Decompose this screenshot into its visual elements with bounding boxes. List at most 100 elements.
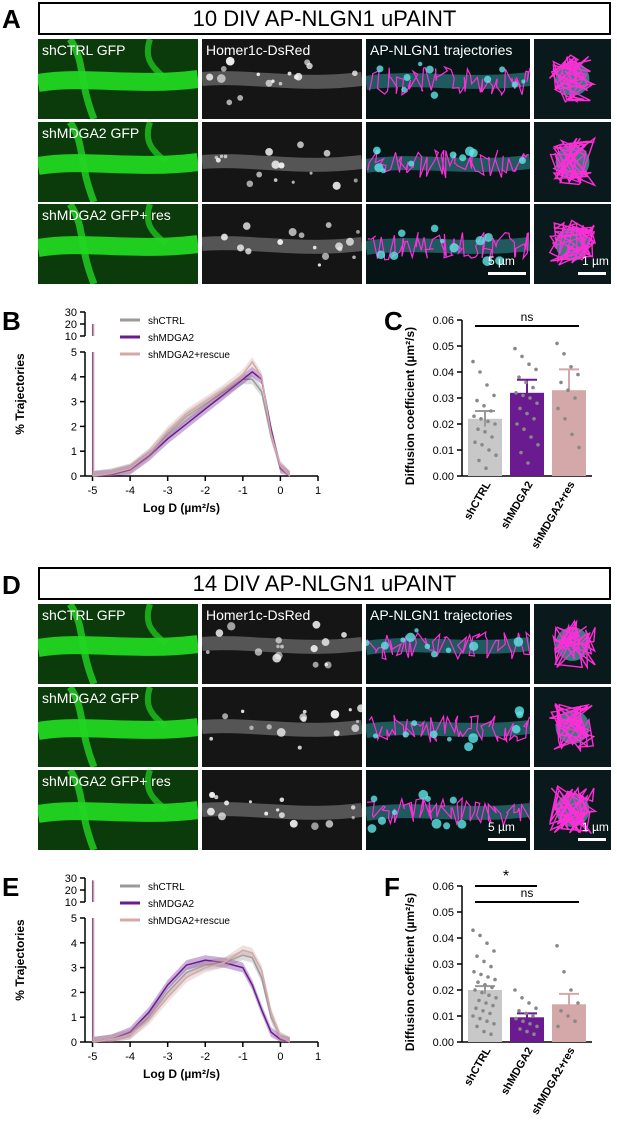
data-point <box>576 372 580 377</box>
data-point <box>517 1009 521 1013</box>
data-point <box>478 370 482 374</box>
data-point <box>521 1019 525 1023</box>
data-point <box>569 365 573 369</box>
data-point <box>570 432 574 437</box>
category-label: shMDGA2 <box>499 480 536 532</box>
green-micrograph-drawing <box>38 770 198 850</box>
data-point <box>479 972 483 977</box>
data-point <box>492 393 496 398</box>
data-point <box>528 396 532 400</box>
y-tick-label: 1 <box>71 1012 77 1024</box>
data-point <box>492 949 496 953</box>
y-tick-label: 2 <box>71 987 77 999</box>
y-tick-label: 5 <box>71 913 77 925</box>
traj-micrograph <box>366 770 530 850</box>
gray-micrograph-drawing <box>202 122 362 202</box>
gray-micrograph-drawing <box>202 604 362 684</box>
y-tick-label: 0.00 <box>433 471 454 483</box>
data-point <box>527 362 531 366</box>
green-micrograph <box>38 204 198 284</box>
x-tick-label: -2 <box>200 1051 210 1063</box>
data-point <box>477 998 481 1003</box>
data-point <box>481 1009 485 1013</box>
bar <box>468 418 502 476</box>
column-label: AP-NLGN1 trajectories <box>370 607 513 623</box>
gray-micrograph <box>202 39 362 119</box>
x-tick-label: 1 <box>315 1051 321 1063</box>
data-point <box>532 417 536 421</box>
data-point <box>525 1029 529 1034</box>
traj-micrograph-drawing <box>366 39 530 119</box>
data-point <box>480 990 484 995</box>
y-tick-label: 0.01 <box>433 1011 454 1023</box>
data-point <box>514 391 518 395</box>
data-point <box>491 1003 495 1008</box>
row-label: shMDGA2 GFP <box>42 690 140 706</box>
traj-micrograph-drawing <box>366 122 530 202</box>
zoom-micrograph <box>534 770 611 850</box>
traj-micrograph <box>366 604 530 684</box>
data-point <box>471 359 475 364</box>
data-point <box>528 1022 532 1026</box>
y-tick-label: 0.00 <box>433 1037 454 1049</box>
data-point <box>482 404 486 408</box>
y-tick-label: 0.03 <box>433 393 454 405</box>
legend-label: shMDGA2 <box>148 899 195 910</box>
data-point <box>479 417 483 421</box>
data-point <box>562 352 566 356</box>
data-point <box>559 1009 563 1013</box>
traj-micrograph <box>366 39 530 119</box>
green-micrograph <box>38 39 198 119</box>
series-line <box>92 959 291 1043</box>
data-point <box>556 406 560 411</box>
chart-c-bar: 0.00 0.01 0.02 0.03 0.04 0.05 0.06 Diffusion co… <box>403 310 592 551</box>
x-tick-label: -1 <box>238 1051 248 1063</box>
gray-micrograph <box>202 687 362 767</box>
data-point <box>487 993 491 997</box>
data-point <box>494 453 498 457</box>
y-axis-label: Diffusion coefficient (µm²/s) <box>403 893 417 1051</box>
data-point <box>488 1011 492 1016</box>
gray-micrograph-drawing <box>202 770 362 850</box>
y-tick-label: 0 <box>71 1037 77 1049</box>
data-point <box>526 461 530 465</box>
y-tick-label: 0.01 <box>433 445 454 457</box>
data-point <box>487 448 491 452</box>
data-point <box>531 1014 535 1018</box>
green-micrograph <box>38 604 198 684</box>
data-point <box>559 380 563 385</box>
chart-f-bar: 0.00 0.01 0.02 0.03 0.04 0.05 0.06 Diffusion co… <box>403 868 592 1117</box>
gray-micrograph <box>202 122 362 202</box>
y-tick-label: 0.05 <box>433 341 454 353</box>
y-tick-label: 4 <box>71 938 77 950</box>
data-point <box>478 1016 482 1021</box>
green-micrograph-drawing <box>38 204 198 284</box>
x-tick-label: 0 <box>277 1051 283 1063</box>
data-point <box>490 985 494 990</box>
data-point <box>529 435 533 439</box>
data-point <box>573 396 577 400</box>
x-tick-label: 1 <box>315 485 321 497</box>
green-micrograph-drawing <box>38 39 198 119</box>
legend-label: shMDGA2+rescue <box>148 350 230 361</box>
traj-micrograph-drawing <box>366 604 530 684</box>
gray-micrograph <box>202 204 362 284</box>
data-point <box>477 458 481 463</box>
y-tick-label: 4 <box>71 372 77 384</box>
data-point <box>474 1006 478 1010</box>
y-tick-label: 10 <box>65 897 77 909</box>
x-tick-label: -3 <box>163 485 173 497</box>
series-band <box>92 366 290 476</box>
x-tick-label: 0 <box>277 485 283 497</box>
y-tick-label: 3 <box>71 963 77 975</box>
green-micrograph <box>38 770 198 850</box>
data-point <box>484 1001 488 1005</box>
y-tick-label: 0.03 <box>433 959 454 971</box>
y-tick-label: 3 <box>71 397 77 409</box>
y-tick-label: 30 <box>65 307 77 319</box>
data-point <box>494 996 498 1000</box>
data-point <box>535 401 539 405</box>
data-point <box>489 409 493 413</box>
significance-label: ns <box>521 310 534 324</box>
data-point <box>483 430 487 434</box>
